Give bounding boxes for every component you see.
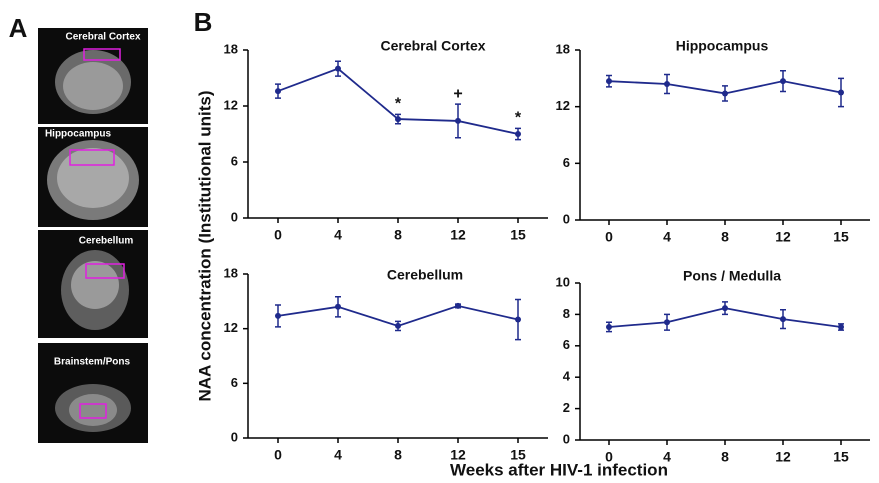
y-tick-label: 6 [231,375,238,390]
image-label: Cerebellum [79,236,134,247]
data-point [838,90,844,96]
brain [69,394,117,426]
y-tick-label: 8 [563,306,570,321]
y-tick-label: 0 [563,211,570,226]
image-label: Cerebral Cortex [65,32,140,43]
data-point [606,78,612,84]
page: A B Cerebral Cortex Hippocampus Cerebell… [0,0,879,483]
data-point [780,316,786,322]
data-point [838,324,844,330]
data-point [335,66,341,72]
data-point [455,118,461,124]
y-axis-label: NAA concentration (Institutional units) [195,90,214,401]
x-tick-label: 0 [274,227,282,243]
y-tick-label: 0 [231,429,238,444]
y-tick-label: 12 [224,97,238,112]
data-point [275,313,281,319]
x-axis-label: Weeks after HIV-1 infection [450,460,668,479]
x-tick-label: 15 [510,227,526,243]
y-tick-label: 18 [224,41,238,56]
data-point [455,303,461,309]
line-chart: Pons / Medulla 0 2 4 6 8 10 0 4 8 12 15 [556,268,870,465]
mri-images: Cerebral Cortex Hippocampus Cerebellum B… [38,28,148,443]
x-tick-label: 8 [394,447,402,463]
y-tick-label: 4 [563,369,571,384]
y-tick-label: 6 [563,155,570,170]
data-point [722,90,728,96]
data-point [722,305,728,311]
x-tick-label: 15 [833,449,849,465]
chart-title: Pons / Medulla [683,268,781,284]
x-tick-label: 0 [274,447,282,463]
image-label: Brainstem/Pons [54,357,131,368]
x-tick-label: 8 [721,449,729,465]
x-tick-label: 12 [450,227,466,243]
y-tick-label: 10 [556,274,570,289]
x-tick-label: 0 [605,449,613,465]
brain [63,62,123,110]
panel-label: A [9,13,28,43]
x-tick-label: 4 [334,447,342,463]
x-tick-label: 4 [663,449,671,465]
chart-title: Cerebellum [387,267,463,283]
y-tick-label: 18 [556,41,570,56]
y-tick-label: 12 [224,320,238,335]
line-chart: Hippocampus 0 6 12 18 0 4 8 12 15 [556,38,870,245]
panel-label: B [194,7,213,37]
y-tick-label: 2 [563,400,570,415]
data-point [395,116,401,122]
x-tick-label: 8 [394,227,402,243]
y-tick-label: 12 [556,98,570,113]
data-point [664,81,670,87]
data-point [780,78,786,84]
y-tick-label: 18 [224,265,238,280]
data-point [335,304,341,310]
data-point [515,317,521,323]
x-tick-label: 4 [334,227,342,243]
annotation: * [395,96,402,113]
data-point [275,88,281,94]
brain [57,148,129,208]
x-tick-label: 15 [510,447,526,463]
y-tick-label: 6 [231,153,238,168]
annotation: * [515,110,522,127]
figure: A B Cerebral Cortex Hippocampus Cerebell… [0,0,879,483]
x-tick-label: 12 [775,449,791,465]
x-tick-label: 12 [450,447,466,463]
data-point [515,131,521,137]
line-chart: Cerebral Cortex 0 6 12 18 0 4 8 12 15 * + * [224,38,548,243]
x-tick-label: 0 [605,229,613,245]
chart-title: Hippocampus [676,38,769,54]
x-tick-label: 4 [663,229,671,245]
y-tick-label: 0 [231,209,238,224]
y-tick-label: 0 [563,431,570,446]
image-label: Hippocampus [45,129,112,140]
data-point [395,323,401,329]
chart-title: Cerebral Cortex [380,38,485,54]
x-tick-label: 8 [721,229,729,245]
y-tick-label: 6 [563,337,570,352]
brain [71,261,119,309]
data-point [606,324,612,330]
annotation: + [453,85,462,102]
x-tick-label: 15 [833,229,849,245]
line-chart: Cerebellum 0 6 12 18 0 4 8 12 15 [224,265,548,462]
x-tick-label: 12 [775,229,791,245]
data-point [664,319,670,325]
